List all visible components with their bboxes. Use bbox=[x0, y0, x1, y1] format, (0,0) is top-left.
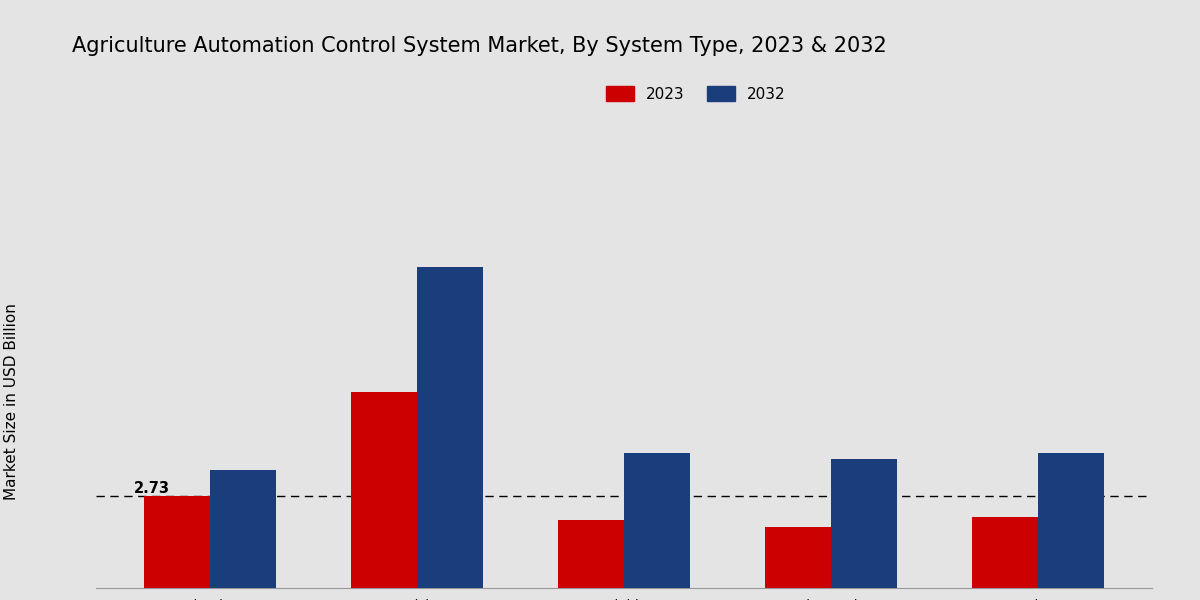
Bar bbox=[558, 520, 624, 588]
Text: Agriculture Automation Control System Market, By System Type, 2023 & 2032: Agriculture Automation Control System Ma… bbox=[72, 36, 887, 56]
Bar bbox=[832, 460, 898, 588]
Bar bbox=[1038, 453, 1104, 588]
Bar bbox=[350, 392, 416, 588]
Bar bbox=[144, 496, 210, 588]
Bar bbox=[416, 267, 484, 588]
Bar bbox=[210, 470, 276, 588]
Bar bbox=[972, 517, 1038, 588]
Text: Market Size in USD Billion: Market Size in USD Billion bbox=[5, 304, 19, 500]
Bar bbox=[624, 453, 690, 588]
Legend: 2023, 2032: 2023, 2032 bbox=[600, 80, 792, 108]
Text: 2.73: 2.73 bbox=[133, 481, 169, 496]
Bar bbox=[764, 527, 832, 588]
